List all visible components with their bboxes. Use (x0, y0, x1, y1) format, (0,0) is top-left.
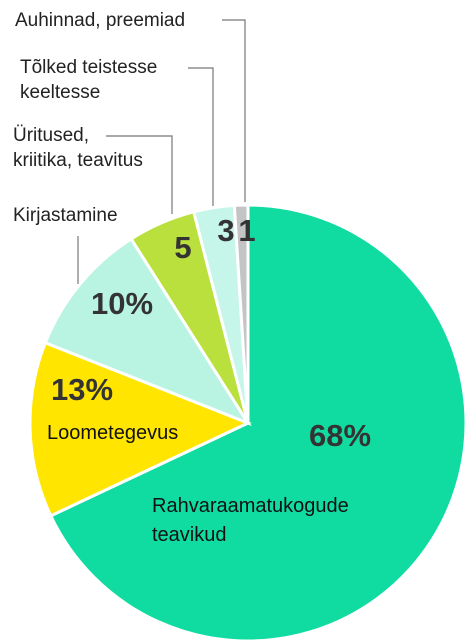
leader-lines (77, 19, 246, 284)
slices (28, 203, 465, 643)
data-label: 5 (174, 230, 191, 265)
category-label: Auhinnad, preemiad (15, 10, 186, 31)
category-label: Tõlked teistesse keeltesse (20, 57, 158, 103)
slice (43, 236, 252, 427)
leader-line (188, 67, 214, 206)
category-label: Rahvaraamatukogude teavikud (152, 495, 349, 546)
category-label: Kirjastamine (13, 205, 118, 226)
data-label: 68% (309, 418, 371, 453)
data-label: 10% (91, 286, 153, 321)
category-label: Üritused, kriitika, teavitus (13, 125, 143, 171)
slice (232, 203, 250, 424)
slice (28, 340, 252, 518)
leader-line (106, 135, 173, 214)
leader-line (222, 19, 246, 202)
data-label: 13% (51, 372, 113, 407)
data-label: 1 (238, 213, 255, 248)
category-label: Loometegevus (47, 422, 179, 444)
slice (48, 203, 465, 643)
data-label: 3 (217, 213, 234, 248)
